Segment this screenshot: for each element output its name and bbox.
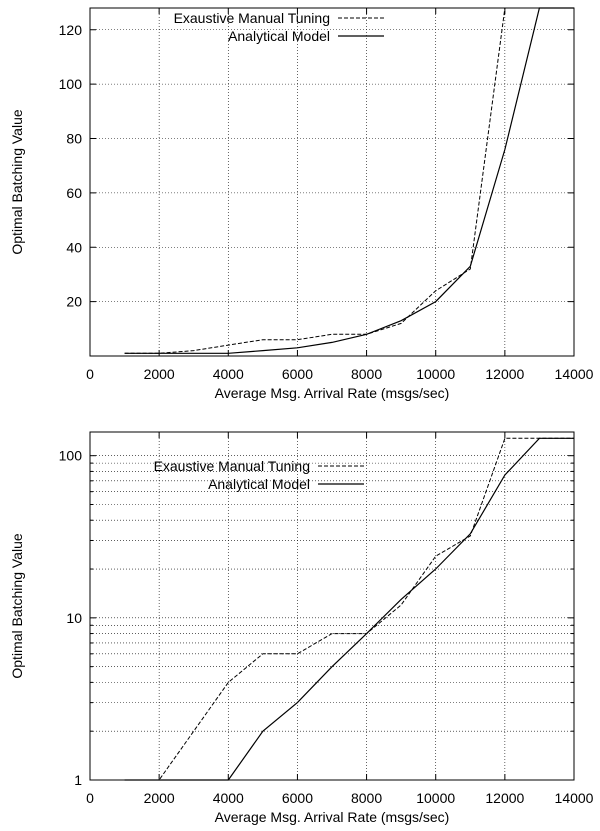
series-line-manual-tuning xyxy=(124,437,574,781)
x-tick-label: 12000 xyxy=(485,366,524,382)
grid xyxy=(90,8,574,356)
y-tick-label: 80 xyxy=(66,131,82,147)
legend-label: Analytical Model xyxy=(228,28,330,44)
legend: Exaustive Manual Tuning Analytical Model xyxy=(174,10,384,44)
x-tick-label: 8000 xyxy=(351,790,382,806)
chart-2: 0 2000 4000 6000 8000 10000 12000 14000 1 10 100 Av… xyxy=(9,431,594,825)
y-tick-label: 100 xyxy=(59,448,83,464)
series-line-manual-tuning xyxy=(124,7,574,354)
plot-frame xyxy=(89,431,575,781)
y-tick-label: 60 xyxy=(66,185,82,201)
series-line-analytical-model xyxy=(124,437,574,781)
x-tick-label: 8000 xyxy=(351,366,382,382)
y-tick-label: 40 xyxy=(66,239,82,255)
legend-label: Exaustive Manual Tuning xyxy=(154,458,310,474)
x-tick-label: 10000 xyxy=(416,366,455,382)
y-tick-label: 120 xyxy=(59,22,83,38)
series-line-analytical-model xyxy=(124,7,574,354)
x-tick-label: 0 xyxy=(86,790,94,806)
x-tick-label: 12000 xyxy=(485,790,524,806)
legend-label: Exaustive Manual Tuning xyxy=(174,10,330,26)
x-tick-label: 4000 xyxy=(213,790,244,806)
grid xyxy=(90,432,574,780)
x-tick-label: 10000 xyxy=(416,790,455,806)
x-tick-label: 4000 xyxy=(213,366,244,382)
legend-label: Analytical Model xyxy=(208,476,310,492)
y-tick-label: 1 xyxy=(74,772,82,788)
x-tick-label: 2000 xyxy=(144,790,175,806)
x-tick-label: 0 xyxy=(86,366,94,382)
x-axis-label: Average Msg. Arrival Rate (msgs/sec) xyxy=(215,809,450,825)
legend: Exaustive Manual Tuning Analytical Model xyxy=(154,458,364,492)
y-axis-label: Optimal Batching Value xyxy=(9,109,25,254)
y-tick-label: 20 xyxy=(66,294,82,310)
x-tick-label: 6000 xyxy=(282,790,313,806)
x-tick-label: 14000 xyxy=(555,366,594,382)
x-tick-label: 2000 xyxy=(144,366,175,382)
chart-1: 0 2000 4000 6000 8000 10000 12000 14000 20 40 60 80… xyxy=(9,7,594,401)
x-tick-label: 6000 xyxy=(282,366,313,382)
y-tick-label: 10 xyxy=(66,610,82,626)
plot-frame xyxy=(89,7,575,357)
x-tick-label: 14000 xyxy=(555,790,594,806)
y-axis-label: Optimal Batching Value xyxy=(9,533,25,678)
y-tick-label: 100 xyxy=(59,76,83,92)
x-axis-label: Average Msg. Arrival Rate (msgs/sec) xyxy=(215,385,450,401)
